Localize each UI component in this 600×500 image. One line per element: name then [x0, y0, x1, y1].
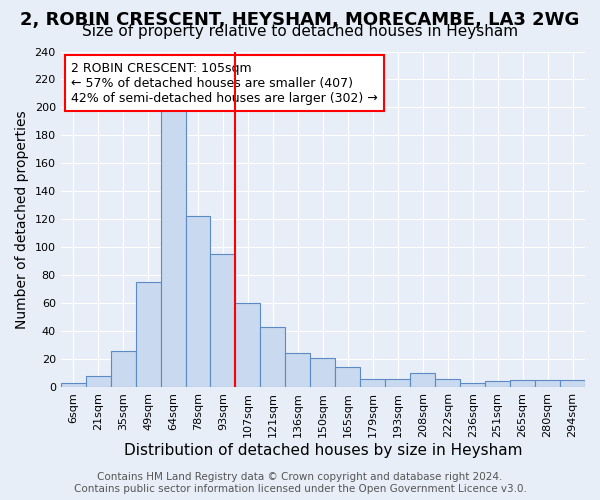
Bar: [485, 382, 510, 387]
Text: 2 ROBIN CRESCENT: 105sqm
← 57% of detached houses are smaller (407)
42% of semi-: 2 ROBIN CRESCENT: 105sqm ← 57% of detach…: [71, 62, 378, 104]
Bar: [235, 303, 260, 387]
X-axis label: Distribution of detached houses by size in Heysham: Distribution of detached houses by size …: [124, 442, 522, 458]
Bar: [211, 254, 235, 387]
Bar: [410, 373, 435, 387]
Bar: [460, 383, 485, 387]
Text: Size of property relative to detached houses in Heysham: Size of property relative to detached ho…: [82, 24, 518, 39]
Bar: [310, 358, 335, 387]
Bar: [286, 354, 310, 387]
Bar: [260, 327, 286, 387]
Text: Contains HM Land Registry data © Crown copyright and database right 2024.
Contai: Contains HM Land Registry data © Crown c…: [74, 472, 526, 494]
Y-axis label: Number of detached properties: Number of detached properties: [15, 110, 29, 328]
Bar: [161, 109, 185, 387]
Bar: [510, 380, 535, 387]
Bar: [560, 380, 585, 387]
Bar: [185, 216, 211, 387]
Bar: [136, 282, 161, 387]
Bar: [385, 378, 410, 387]
Bar: [61, 383, 86, 387]
Bar: [335, 368, 360, 387]
Bar: [535, 380, 560, 387]
Text: 2, ROBIN CRESCENT, HEYSHAM, MORECAMBE, LA3 2WG: 2, ROBIN CRESCENT, HEYSHAM, MORECAMBE, L…: [20, 12, 580, 30]
Bar: [110, 350, 136, 387]
Bar: [435, 378, 460, 387]
Bar: [360, 378, 385, 387]
Bar: [86, 376, 110, 387]
